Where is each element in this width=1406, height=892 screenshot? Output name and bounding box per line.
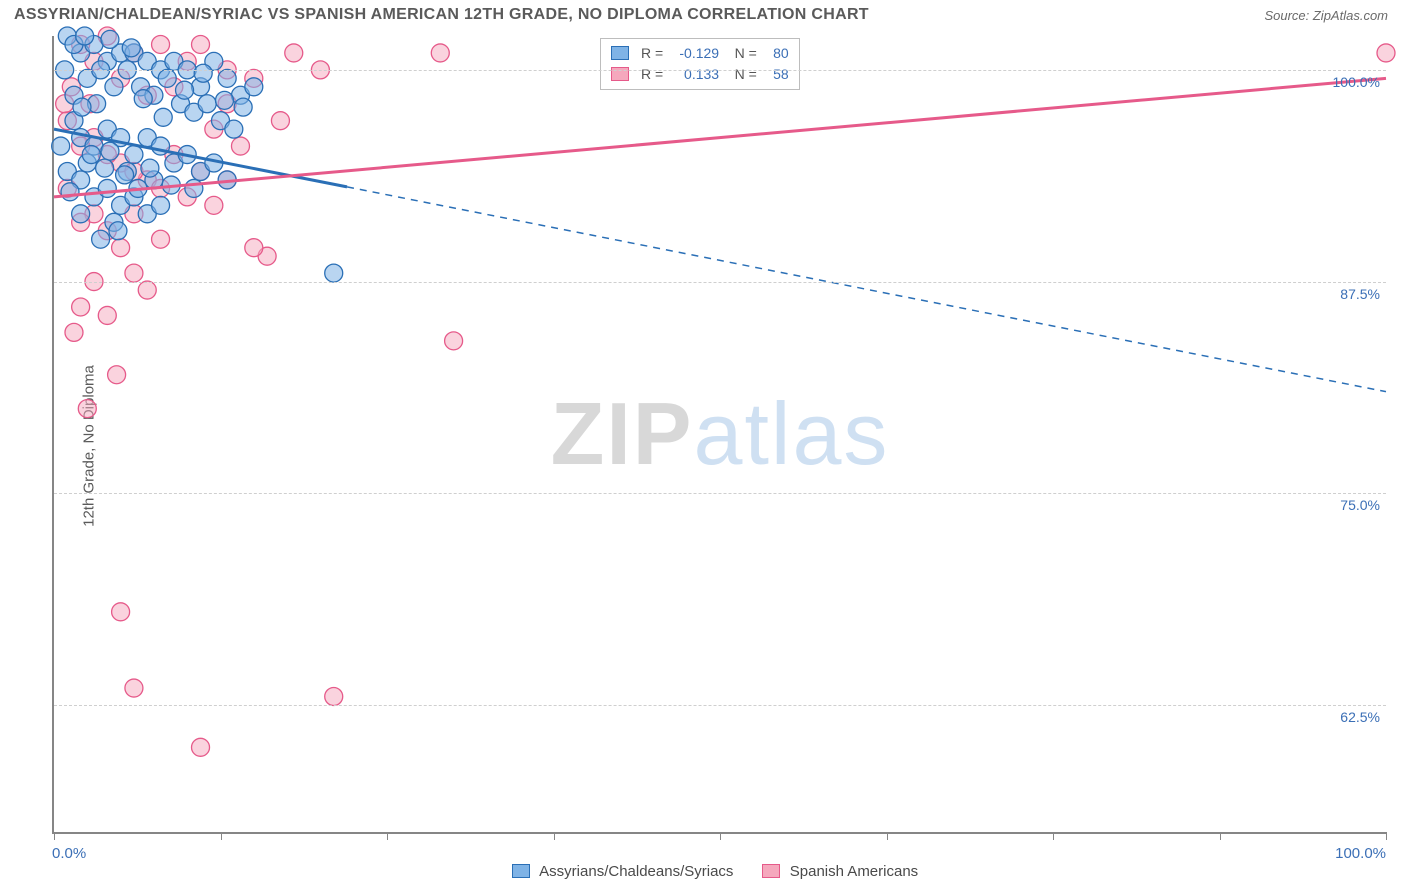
- gridline-h: [54, 493, 1386, 494]
- pink-data-point: [231, 137, 249, 155]
- n-label: N =: [735, 66, 757, 82]
- pink-data-point: [108, 366, 126, 384]
- y-tick-label: 62.5%: [1340, 709, 1380, 725]
- scatter-plot-area: ZIPatlas R = -0.129 N = 80 R = 0.133 N =…: [52, 36, 1386, 834]
- correlation-stats-box: R = -0.129 N = 80 R = 0.133 N = 58: [600, 38, 800, 90]
- gridline-h: [54, 705, 1386, 706]
- x-tick: [1386, 832, 1387, 840]
- x-tick: [720, 832, 721, 840]
- x-axis-end-label: 100.0%: [1335, 845, 1386, 862]
- pink-data-point: [245, 239, 263, 257]
- blue-data-point: [152, 196, 170, 214]
- blue-data-point: [198, 95, 216, 113]
- blue-data-point: [96, 159, 114, 177]
- pink-data-point: [205, 196, 223, 214]
- blue-data-point: [105, 78, 123, 96]
- blue-data-point: [185, 179, 203, 197]
- blue-data-point: [76, 27, 94, 45]
- stats-row-pink: R = 0.133 N = 58: [611, 64, 789, 85]
- pink-data-point: [125, 264, 143, 282]
- blue-data-point: [101, 142, 119, 160]
- legend-pink-label: Spanish Americans: [790, 863, 918, 880]
- pink-data-point: [192, 35, 210, 53]
- pink-data-point: [112, 239, 130, 257]
- blue-trend-line-dashed: [347, 187, 1386, 392]
- pink-data-point: [112, 603, 130, 621]
- stats-row-blue: R = -0.129 N = 80: [611, 43, 789, 64]
- blue-data-point: [158, 69, 176, 87]
- pink-data-point: [152, 35, 170, 53]
- blue-data-point: [72, 205, 90, 223]
- x-tick: [1053, 832, 1054, 840]
- pink-n-value: 58: [761, 64, 789, 85]
- x-tick: [887, 832, 888, 840]
- blue-swatch-icon: [611, 46, 629, 60]
- blue-data-point: [98, 179, 116, 197]
- pink-data-point: [65, 323, 83, 341]
- blue-data-point: [52, 137, 70, 155]
- blue-data-point: [141, 159, 159, 177]
- gridline-h: [54, 70, 1386, 71]
- source-attribution: Source: ZipAtlas.com: [1264, 8, 1388, 23]
- r-label: R =: [641, 66, 663, 82]
- n-label: N =: [735, 45, 757, 61]
- pink-data-point: [1377, 44, 1395, 62]
- pink-data-point: [285, 44, 303, 62]
- pink-data-point: [192, 738, 210, 756]
- pink-data-point: [138, 281, 156, 299]
- pink-data-point: [431, 44, 449, 62]
- blue-data-point: [125, 146, 143, 164]
- pink-r-value: 0.133: [667, 64, 719, 85]
- blue-data-point: [122, 39, 140, 57]
- pink-data-point: [271, 112, 289, 130]
- blue-data-point: [218, 69, 236, 87]
- pink-data-point: [72, 298, 90, 316]
- x-tick: [1220, 832, 1221, 840]
- pink-data-point: [152, 230, 170, 248]
- blue-data-point: [101, 30, 119, 48]
- blue-data-point: [325, 264, 343, 282]
- blue-data-point: [73, 98, 91, 116]
- blue-data-point: [245, 78, 263, 96]
- series-legend: Assyrians/Chaldeans/Syriacs Spanish Amer…: [0, 863, 1406, 880]
- pink-data-point: [325, 688, 343, 706]
- pink-swatch-icon: [762, 864, 780, 878]
- y-tick-label: 87.5%: [1340, 286, 1380, 302]
- blue-data-point: [234, 98, 252, 116]
- y-tick-label: 100.0%: [1333, 74, 1380, 90]
- x-tick: [554, 832, 555, 840]
- x-tick: [387, 832, 388, 840]
- plot-svg-layer: [54, 36, 1386, 832]
- legend-blue-label: Assyrians/Chaldeans/Syriacs: [539, 863, 733, 880]
- y-tick-label: 75.0%: [1340, 497, 1380, 513]
- pink-data-point: [125, 679, 143, 697]
- pink-data-point: [78, 400, 96, 418]
- r-label: R =: [641, 45, 663, 61]
- x-tick: [54, 832, 55, 840]
- x-axis-start-label: 0.0%: [52, 845, 86, 862]
- blue-data-point: [82, 146, 100, 164]
- pink-data-point: [445, 332, 463, 350]
- blue-r-value: -0.129: [667, 43, 719, 64]
- blue-data-point: [116, 166, 134, 184]
- blue-data-point: [215, 91, 233, 109]
- chart-title: ASSYRIAN/CHALDEAN/SYRIAC VS SPANISH AMER…: [14, 6, 869, 23]
- pink-data-point: [98, 306, 116, 324]
- blue-data-point: [225, 120, 243, 138]
- gridline-h: [54, 282, 1386, 283]
- x-tick: [221, 832, 222, 840]
- blue-n-value: 80: [761, 43, 789, 64]
- blue-data-point: [109, 222, 127, 240]
- blue-data-point: [176, 81, 194, 99]
- blue-data-point: [134, 90, 152, 108]
- blue-data-point: [61, 183, 79, 201]
- blue-data-point: [92, 230, 110, 248]
- blue-data-point: [194, 64, 212, 82]
- blue-data-point: [154, 108, 172, 126]
- blue-swatch-icon: [512, 864, 530, 878]
